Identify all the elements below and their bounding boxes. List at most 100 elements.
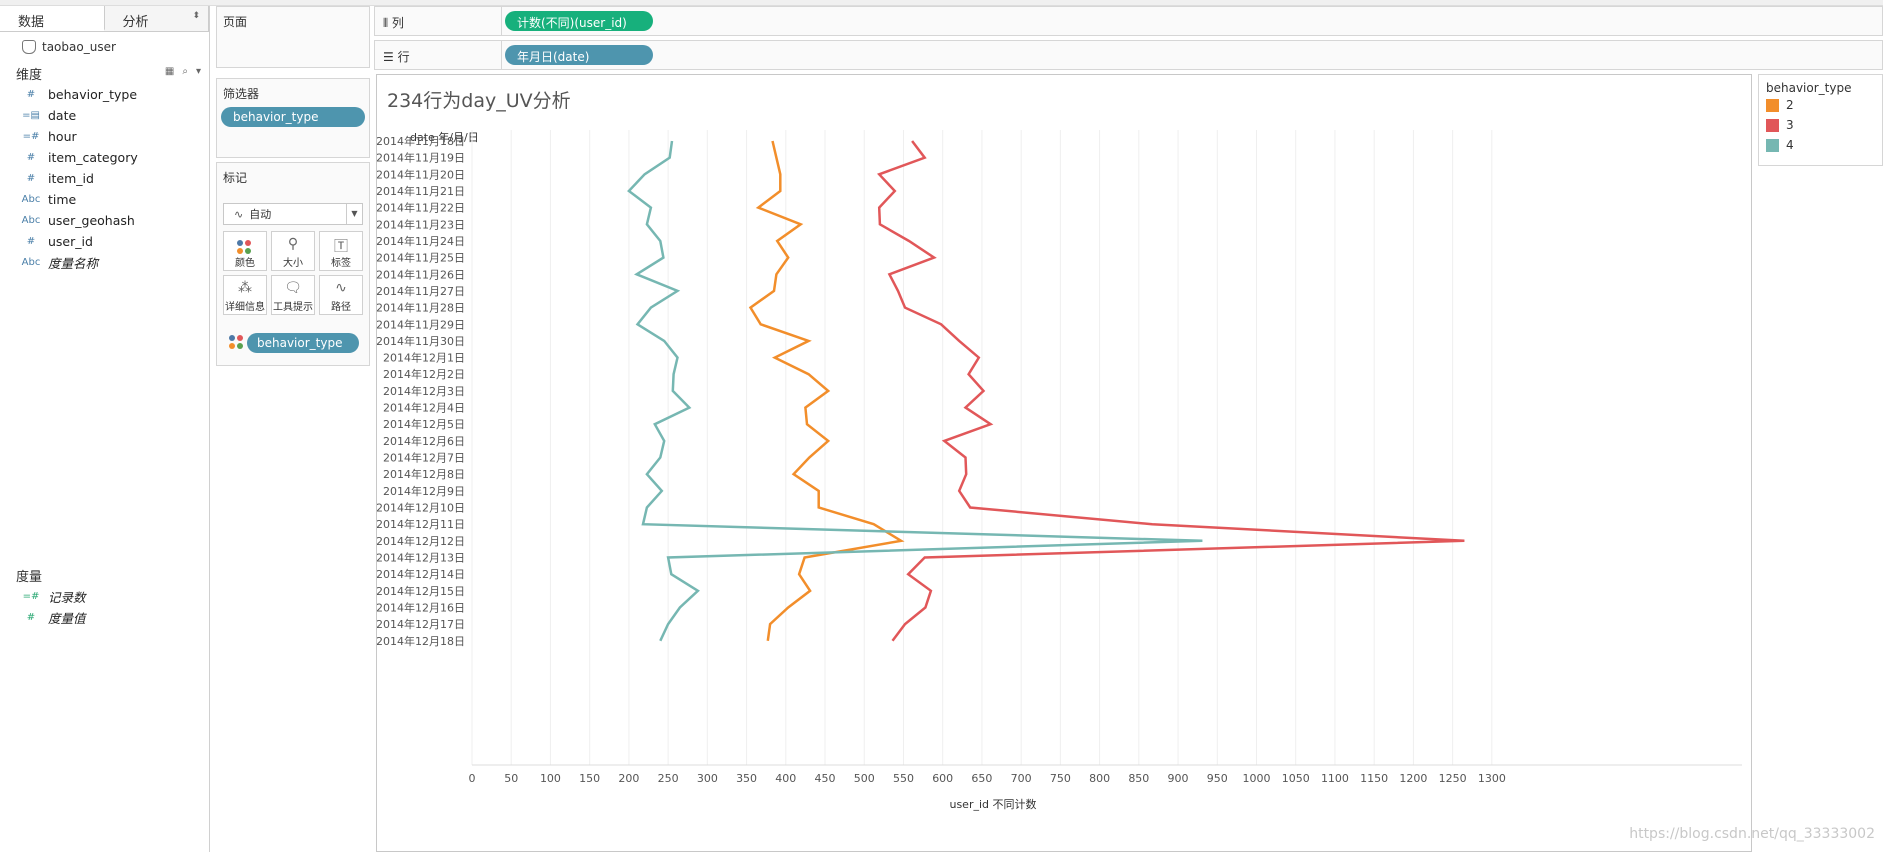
y-tick-label: 2014年11月24日 bbox=[377, 234, 465, 248]
y-tick-label: 2014年12月3日 bbox=[383, 384, 465, 398]
field-label: item_category bbox=[48, 150, 138, 165]
field-item[interactable]: # 度量值 bbox=[0, 607, 209, 628]
chart-title: 234行为day_UV分析 bbox=[387, 90, 571, 112]
x-tick-label: 1150 bbox=[1360, 772, 1388, 785]
y-tick-label: 2014年12月10日 bbox=[377, 501, 465, 515]
legend-item[interactable]: 2 bbox=[1759, 95, 1882, 115]
field-label: 度量名称 bbox=[48, 253, 98, 272]
y-tick-label: 2014年12月17日 bbox=[377, 617, 465, 631]
text-label-icon: 🅃 bbox=[320, 232, 362, 254]
line-mark-icon: ∿ bbox=[234, 208, 243, 221]
dimensions-title: 维度 bbox=[16, 64, 42, 83]
date-type-icon: =▤ bbox=[20, 110, 42, 121]
mark-type-select[interactable]: ∿ 自动 ▼ bbox=[223, 203, 363, 225]
marks-path-button[interactable]: ∿ 路径 bbox=[319, 275, 363, 315]
y-tick-labels: 2014年11月18日2014年11月19日2014年11月20日2014年11… bbox=[377, 134, 465, 648]
marks-size-label: 大小 bbox=[283, 258, 303, 269]
field-item[interactable]: =▤date bbox=[0, 105, 209, 126]
marks-label-label: 标签 bbox=[331, 258, 351, 269]
y-tick-label: 2014年12月5日 bbox=[383, 417, 465, 431]
x-tick-label: 950 bbox=[1207, 772, 1228, 785]
legend-swatch bbox=[1766, 99, 1779, 112]
string-type-icon: Abc bbox=[20, 257, 42, 268]
string-type-icon: Abc bbox=[20, 215, 42, 226]
marks-detail-button[interactable]: ⁂ 详细信息 bbox=[223, 275, 267, 315]
view-grid-icon[interactable]: ▦ bbox=[165, 66, 174, 77]
legend-label: 3 bbox=[1786, 118, 1794, 132]
y-tick-label: 2014年12月12日 bbox=[377, 534, 465, 548]
marks-size-button[interactable]: ⚲ 大小 bbox=[271, 231, 315, 271]
chevron-down-icon[interactable]: ▾ bbox=[196, 66, 201, 77]
x-tick-label: 450 bbox=[815, 772, 836, 785]
legend-item[interactable]: 4 bbox=[1759, 135, 1882, 155]
marks-tooltip-label: 工具提示 bbox=[273, 302, 313, 313]
filters-title: 筛选器 bbox=[217, 79, 369, 102]
filter-pill-behavior-type[interactable]: behavior_type bbox=[221, 107, 365, 127]
color-icon bbox=[224, 232, 266, 254]
size-icon: ⚲ bbox=[272, 232, 314, 254]
color-pill-behavior-type[interactable]: behavior_type bbox=[247, 333, 359, 353]
field-label: item_id bbox=[48, 171, 94, 186]
rows-label: 行 bbox=[398, 50, 410, 64]
field-label: 度量值 bbox=[48, 608, 86, 627]
x-tick-label: 200 bbox=[618, 772, 639, 785]
legend-item[interactable]: 3 bbox=[1759, 115, 1882, 135]
x-tick-label: 1250 bbox=[1439, 772, 1467, 785]
pages-card[interactable]: 页面 bbox=[216, 6, 370, 68]
tab-analysis[interactable]: 分析⬍ bbox=[105, 6, 210, 31]
y-tick-label: 2014年11月22日 bbox=[377, 201, 465, 215]
marks-label-button[interactable]: 🅃 标签 bbox=[319, 231, 363, 271]
rows-shelf-label: ☰ 行 bbox=[383, 48, 410, 65]
field-item[interactable]: =#hour bbox=[0, 126, 209, 147]
tab-data-label: 数据 bbox=[18, 15, 44, 30]
field-item[interactable]: Abc 度量名称 bbox=[0, 252, 209, 273]
y-tick-label: 2014年12月7日 bbox=[383, 451, 465, 465]
marks-path-label: 路径 bbox=[331, 302, 351, 313]
y-tick-label: 2014年12月8日 bbox=[383, 467, 465, 481]
x-axis-label: user_id 不同计数 bbox=[949, 798, 1036, 811]
marks-color-button[interactable]: 颜色 bbox=[223, 231, 267, 271]
y-tick-label: 2014年11月26日 bbox=[377, 267, 465, 281]
legend-items: 2 3 4 bbox=[1759, 95, 1882, 155]
grid-lines bbox=[472, 130, 1492, 765]
x-tick-label: 1050 bbox=[1282, 772, 1310, 785]
pages-title: 页面 bbox=[217, 7, 369, 30]
x-tick-label: 300 bbox=[697, 772, 718, 785]
field-label: time bbox=[48, 192, 76, 207]
marks-tooltip-button[interactable]: 🗨 工具提示 bbox=[271, 275, 315, 315]
tab-data[interactable]: 数据 bbox=[0, 6, 105, 31]
datasource-item[interactable]: taobao_user bbox=[0, 32, 209, 62]
chevron-down-icon[interactable]: ▼ bbox=[346, 204, 362, 224]
field-item[interactable]: #item_category bbox=[0, 147, 209, 168]
y-tick-label: 2014年11月25日 bbox=[377, 251, 465, 265]
x-tick-label: 600 bbox=[932, 772, 953, 785]
rows-pill[interactable]: 年月日(date) bbox=[505, 45, 653, 65]
tab-menu-icon[interactable]: ⬍ bbox=[192, 11, 200, 21]
rows-shelf: ☰ 行 年月日(date) bbox=[374, 40, 1883, 70]
chart-view: 234行为day_UV分析 date 年/月/日 user_id 不同计数 20… bbox=[376, 74, 1752, 852]
number-type-icon: # bbox=[20, 173, 42, 184]
shelf-divider bbox=[501, 41, 502, 69]
database-icon bbox=[22, 40, 36, 54]
columns-pill[interactable]: 计数(不同)(user_id) bbox=[505, 11, 653, 31]
field-item[interactable]: #behavior_type bbox=[0, 84, 209, 105]
y-tick-label: 2014年12月13日 bbox=[377, 551, 465, 565]
field-item[interactable]: # item_id bbox=[0, 168, 209, 189]
number-type-icon: # bbox=[20, 612, 42, 623]
columns-shelf: ⫴ 列 计数(不同)(user_id) bbox=[374, 6, 1883, 36]
series-line-3[interactable] bbox=[879, 141, 1464, 641]
filters-card[interactable]: 筛选器 behavior_type bbox=[216, 78, 370, 158]
columns-shelf-label: ⫴ 列 bbox=[383, 14, 404, 31]
legend-label: 4 bbox=[1786, 138, 1794, 152]
field-item[interactable]: =#记录数 bbox=[0, 586, 209, 607]
x-tick-label: 750 bbox=[1050, 772, 1071, 785]
rows-icon: ☰ bbox=[383, 50, 398, 64]
y-tick-label: 2014年12月2日 bbox=[383, 367, 465, 381]
search-icon[interactable]: ⌕ bbox=[182, 66, 188, 77]
y-tick-label: 2014年12月15日 bbox=[377, 584, 465, 598]
y-tick-label: 2014年12月4日 bbox=[383, 401, 465, 415]
field-item[interactable]: #user_id bbox=[0, 231, 209, 252]
